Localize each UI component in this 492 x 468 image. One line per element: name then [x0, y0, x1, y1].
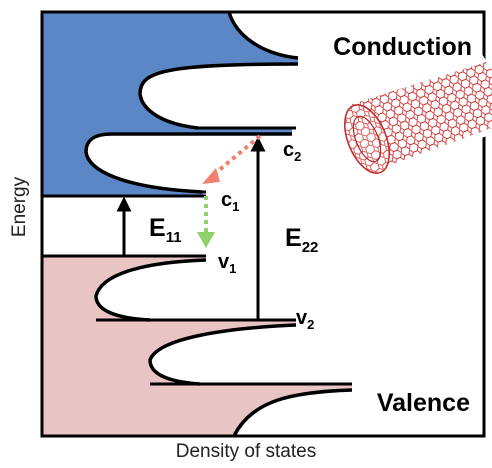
nanotube-illustration — [344, 54, 492, 179]
level-c1-label: c1 — [221, 189, 239, 214]
plot-frame — [40, 10, 486, 438]
e11-label: E11 — [149, 214, 182, 246]
conduction-label: Conduction — [333, 33, 472, 61]
y-axis-label-container: Energy — [2, 0, 42, 440]
relaxation-arrow-green — [197, 196, 215, 248]
valence-dos-curves — [94, 258, 353, 437]
conduction-band-fill — [42, 12, 298, 196]
valence-label: Valence — [377, 389, 470, 417]
level-v1-label: v1 — [218, 251, 236, 276]
valence-band-fill — [42, 255, 352, 436]
conduction-dos-curves — [84, 11, 299, 194]
band-edge-lines — [42, 126, 352, 386]
level-v2-label: v2 — [296, 307, 314, 332]
relaxation-arrow-red — [202, 134, 262, 184]
e22-label: E22 — [285, 224, 318, 256]
level-c2-label: c2 — [283, 139, 301, 164]
x-axis-label: Density of states — [175, 441, 317, 462]
y-axis-label: Energy — [9, 176, 30, 238]
